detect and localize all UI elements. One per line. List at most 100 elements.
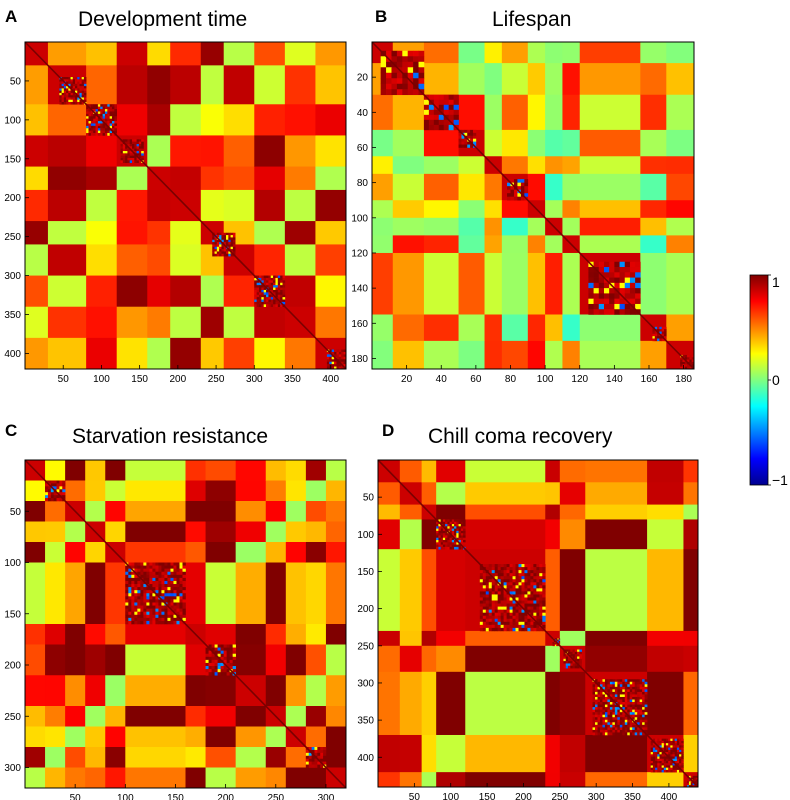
heatmap-cell [629, 272, 636, 278]
heatmap-cell [558, 643, 561, 645]
heatmap-cell [539, 597, 543, 601]
heatmap-cell [263, 275, 267, 279]
heatmap-cell [533, 573, 537, 577]
heatmap-cell [562, 156, 581, 175]
heatmap-cell [599, 707, 603, 710]
heatmap-cell [258, 299, 262, 303]
heatmap-cell [47, 486, 52, 490]
heatmap-cell [458, 519, 462, 523]
heatmap-cell [134, 602, 138, 606]
heatmap-cell [622, 704, 626, 708]
heatmap-cell [97, 123, 101, 127]
heatmap-cell [599, 684, 603, 688]
heatmap-cell [545, 156, 563, 175]
heatmap-cell [614, 727, 618, 731]
heatmap-cell [81, 88, 85, 91]
heatmap-cell [205, 672, 209, 676]
heatmap-cell [161, 614, 165, 619]
heatmap-cell [77, 99, 80, 103]
heatmap-cell [254, 189, 286, 222]
heatmap-cell [95, 106, 99, 110]
heatmap-cell [128, 577, 132, 582]
heatmap-cell [61, 99, 65, 103]
heatmap-cell [214, 644, 218, 648]
heatmap-cell [458, 138, 462, 142]
heatmap-cell [93, 113, 96, 117]
heatmap-cell [62, 495, 66, 499]
heatmap-cell [674, 743, 678, 746]
heatmap-cell [552, 639, 555, 642]
heatmap-cell [161, 562, 165, 566]
heatmap-cell [579, 658, 582, 662]
heatmap-cell [553, 643, 556, 645]
heatmap-cell [681, 758, 684, 762]
heatmap-cell [83, 90, 87, 94]
heatmap-cell [25, 521, 46, 543]
heatmap-cell [341, 356, 344, 360]
heatmap-cell [275, 287, 279, 291]
heatmap-cell [503, 621, 507, 626]
heatmap-cell [592, 719, 596, 723]
heatmap-cell [173, 593, 177, 597]
heatmap-cell [676, 749, 680, 753]
heatmap-cell [396, 72, 403, 79]
heatmap-cell [141, 148, 144, 152]
heatmap-cell [132, 158, 135, 161]
heatmap-cell [617, 727, 621, 731]
heatmap-cell [521, 612, 525, 617]
heatmap-cell [212, 235, 215, 238]
heatmap-cell [176, 620, 180, 625]
heatmap-cell [442, 530, 446, 534]
heatmap-cell [72, 77, 76, 80]
heatmap-cell [604, 699, 608, 703]
heatmap-cell [428, 109, 435, 116]
heatmap-cell [131, 608, 135, 612]
heatmap-cell [659, 754, 662, 757]
heatmap-cell [497, 564, 501, 568]
heatmap-cell [609, 691, 613, 695]
heatmap-cell [161, 574, 165, 579]
heatmap-cell [666, 747, 669, 751]
heatmap-cell [109, 123, 113, 127]
heatmap-cell [627, 719, 631, 723]
heatmap-cell [614, 707, 618, 710]
heatmap-cell [524, 600, 528, 604]
heatmap-cell [59, 95, 62, 98]
heatmap-cell [629, 679, 633, 683]
heatmap-cell [176, 596, 180, 600]
heatmap-cell [61, 102, 65, 105]
heatmap-cell [143, 590, 147, 594]
heatmap-cell [500, 600, 504, 604]
heatmap-cell [518, 615, 522, 620]
heatmap-cell [149, 605, 153, 609]
heatmap-cell [595, 717, 598, 721]
heatmap-cell [285, 747, 307, 768]
heatmap-cell [61, 83, 65, 87]
heatmap-cell [614, 714, 618, 718]
heatmap-cell [491, 600, 495, 604]
heatmap-cell [95, 130, 99, 134]
heatmap-cell [629, 684, 633, 688]
heatmap-cell [622, 684, 626, 688]
colorbar-tick-label: 1 [772, 274, 780, 290]
heatmap-cell [93, 104, 96, 107]
heatmap-cell [577, 661, 580, 664]
heatmap-cell [277, 287, 281, 291]
heatmap-cell [460, 546, 464, 550]
heatmap-cell [527, 129, 546, 157]
heatmap-cell [597, 709, 601, 713]
heatmap-cell [261, 301, 264, 305]
heatmap-cell [25, 104, 49, 136]
heatmap-cell [65, 480, 86, 502]
heatmap-cell [320, 764, 324, 768]
heatmap-cell [592, 694, 596, 698]
heatmap-cell [114, 128, 118, 131]
heatmap-cell [650, 749, 654, 753]
heatmap-cell [624, 689, 628, 693]
heatmap-cell [533, 624, 537, 629]
heatmap-cell [128, 596, 132, 600]
heatmap-cell [518, 606, 522, 610]
heatmap-cell [663, 765, 667, 768]
heatmap-cell [86, 275, 118, 308]
heatmap-cell [672, 752, 676, 755]
